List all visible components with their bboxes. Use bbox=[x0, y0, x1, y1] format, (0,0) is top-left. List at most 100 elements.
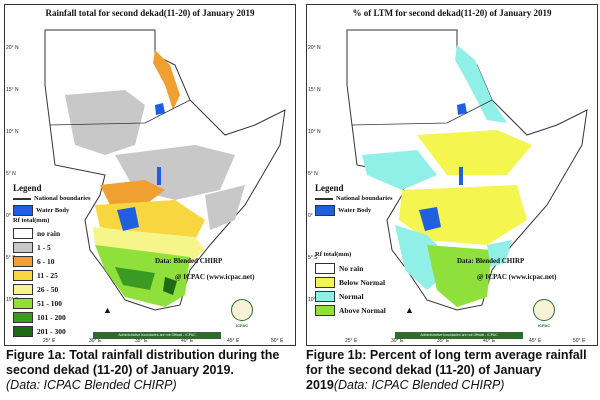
latitude-label: 5° N bbox=[6, 171, 16, 177]
data-source: Data: Blended CHIRP bbox=[457, 257, 525, 265]
legend-swatch bbox=[315, 305, 335, 316]
latitude-label: 10° S bbox=[6, 297, 18, 303]
longitude-label: 40° E bbox=[181, 338, 194, 344]
latitude-label: 0° bbox=[308, 213, 313, 219]
caption-source: (Data: ICPAC Blended CHIRP) bbox=[333, 378, 505, 392]
longitude-label: 40° E bbox=[483, 338, 496, 344]
map-title: Rainfall total for second dekad(11-20) o… bbox=[45, 8, 255, 18]
legend-class-label: 51 - 100 bbox=[37, 299, 62, 308]
latitude-label: 10° N bbox=[308, 129, 321, 135]
normal-area-east bbox=[487, 240, 512, 267]
percent-ltm-map bbox=[346, 29, 588, 311]
latitude-label: 5° S bbox=[6, 255, 16, 261]
legend-swatch bbox=[13, 256, 33, 267]
latitude-label: 5° N bbox=[308, 171, 318, 177]
legend-national-boundaries: National boundaries bbox=[315, 195, 393, 202]
legend-class-row: 6 - 10 bbox=[13, 256, 55, 267]
map-title: % of LTM for second dekad(11-20) of Janu… bbox=[352, 8, 552, 18]
legend-class-row: 201 - 300 bbox=[13, 326, 66, 337]
legend-swatch bbox=[13, 312, 33, 323]
lake-victoria bbox=[419, 207, 441, 231]
legend-class-label: No rain bbox=[339, 264, 364, 273]
north-arrow-icon: ▲ bbox=[103, 305, 112, 315]
icpac-logo-icon bbox=[231, 299, 253, 321]
legend-swatch bbox=[13, 242, 33, 253]
legend-swatch bbox=[13, 326, 33, 337]
legend-swatch bbox=[315, 263, 335, 274]
legend-swatch bbox=[13, 270, 33, 281]
latitude-label: 5° S bbox=[308, 255, 318, 261]
boundary-line-swatch bbox=[13, 197, 31, 200]
data-source: Data: Blended CHIRP bbox=[155, 257, 223, 265]
legend-class-label: 101 - 200 bbox=[37, 313, 66, 322]
legend-national-boundaries: National boundaries bbox=[13, 195, 91, 202]
legend-title: Legend bbox=[315, 183, 344, 193]
latitude-label: 0° bbox=[6, 213, 11, 219]
legend-class-row: 1 - 5 bbox=[13, 242, 51, 253]
legend-class-label: 11 - 25 bbox=[37, 271, 58, 280]
rain-101-200-patch bbox=[115, 267, 155, 290]
north-arrow-icon: ▲ bbox=[405, 305, 414, 315]
legend-class-row: 101 - 200 bbox=[13, 312, 66, 323]
longitude-label: 50° E bbox=[271, 338, 284, 344]
legend-swatch bbox=[13, 284, 33, 295]
legend-class-label: 26 - 50 bbox=[37, 285, 59, 294]
longitude-label: 30° E bbox=[391, 338, 404, 344]
legend-rf-title: Rf total(mm) bbox=[315, 251, 352, 258]
latitude-label: 15° N bbox=[6, 87, 19, 93]
national-boundaries bbox=[351, 99, 493, 126]
caption-text: Figure 1a: Total rainfall distribution d… bbox=[6, 348, 280, 377]
legend-class-label: Above Normal bbox=[339, 306, 386, 315]
legend-swatch bbox=[13, 228, 33, 239]
caption-figure-1a: Figure 1a: Total rainfall distribution d… bbox=[6, 348, 298, 393]
latitude-label: 20° N bbox=[6, 45, 19, 51]
lake-turkana bbox=[157, 167, 161, 185]
logo-text: ICPAC bbox=[538, 323, 551, 328]
normal-area-west bbox=[362, 150, 437, 190]
legend-class-row: 51 - 100 bbox=[13, 298, 62, 309]
percent-ltm-map-panel: % of LTM for second dekad(11-20) of Janu… bbox=[306, 4, 598, 346]
rain-6-10-redsea bbox=[153, 50, 180, 110]
below-normal-center bbox=[399, 185, 527, 245]
legend-label: National boundaries bbox=[34, 195, 91, 202]
below-normal-north bbox=[417, 130, 532, 175]
latitude-label: 10° S bbox=[308, 297, 320, 303]
legend-swatch bbox=[315, 277, 335, 288]
lake-turkana bbox=[459, 167, 463, 185]
legend-class-label: 1 - 5 bbox=[37, 243, 51, 252]
copyright: @ ICPAC (www.icpac.net) bbox=[175, 273, 255, 281]
legend-class-label: 6 - 10 bbox=[37, 257, 55, 266]
longitude-label: 25° E bbox=[43, 338, 56, 344]
rain-201-300-patch bbox=[163, 277, 177, 295]
legend-class-label: no rain bbox=[37, 229, 61, 238]
rainfall-total-map bbox=[44, 29, 286, 311]
normal-area-redsea bbox=[455, 45, 507, 123]
longitude-label: 35° E bbox=[437, 338, 450, 344]
above-normal-south bbox=[427, 245, 492, 307]
legend-class-row: 11 - 25 bbox=[13, 270, 58, 281]
rain-1-5-area-north bbox=[65, 90, 145, 155]
legend-class-label: 201 - 300 bbox=[37, 327, 66, 336]
legend-class-row: Above Normal bbox=[315, 305, 386, 316]
legend-class-row: 26 - 50 bbox=[13, 284, 58, 295]
rain-6-10-center bbox=[100, 180, 165, 205]
icpac-logo-icon bbox=[533, 299, 555, 321]
legend-label: National boundaries bbox=[336, 195, 393, 202]
lake-tana bbox=[155, 103, 165, 115]
latitude-label: 15° N bbox=[308, 87, 321, 93]
longitude-label: 30° E bbox=[89, 338, 102, 344]
longitude-label: 45° E bbox=[529, 338, 542, 344]
longitude-label: 50° E bbox=[573, 338, 586, 344]
lake-tana bbox=[457, 103, 467, 115]
legend-class-row: No rain bbox=[315, 263, 363, 274]
legend-label: Water Body bbox=[338, 207, 372, 214]
latitude-label: 10° N bbox=[6, 129, 19, 135]
longitude-label: 25° E bbox=[345, 338, 358, 344]
legend-rf-title: Rf total(mm) bbox=[13, 217, 50, 224]
rainfall-total-map-panel: Rainfall total for second dekad(11-20) o… bbox=[4, 4, 296, 346]
legend-class-row: Below Normal bbox=[315, 277, 385, 288]
longitude-label: 35° E bbox=[135, 338, 148, 344]
legend-swatch bbox=[13, 298, 33, 309]
legend-water-body: Water Body bbox=[13, 205, 69, 216]
caption-text: Figure 1b: Percent of long term average … bbox=[306, 348, 587, 392]
